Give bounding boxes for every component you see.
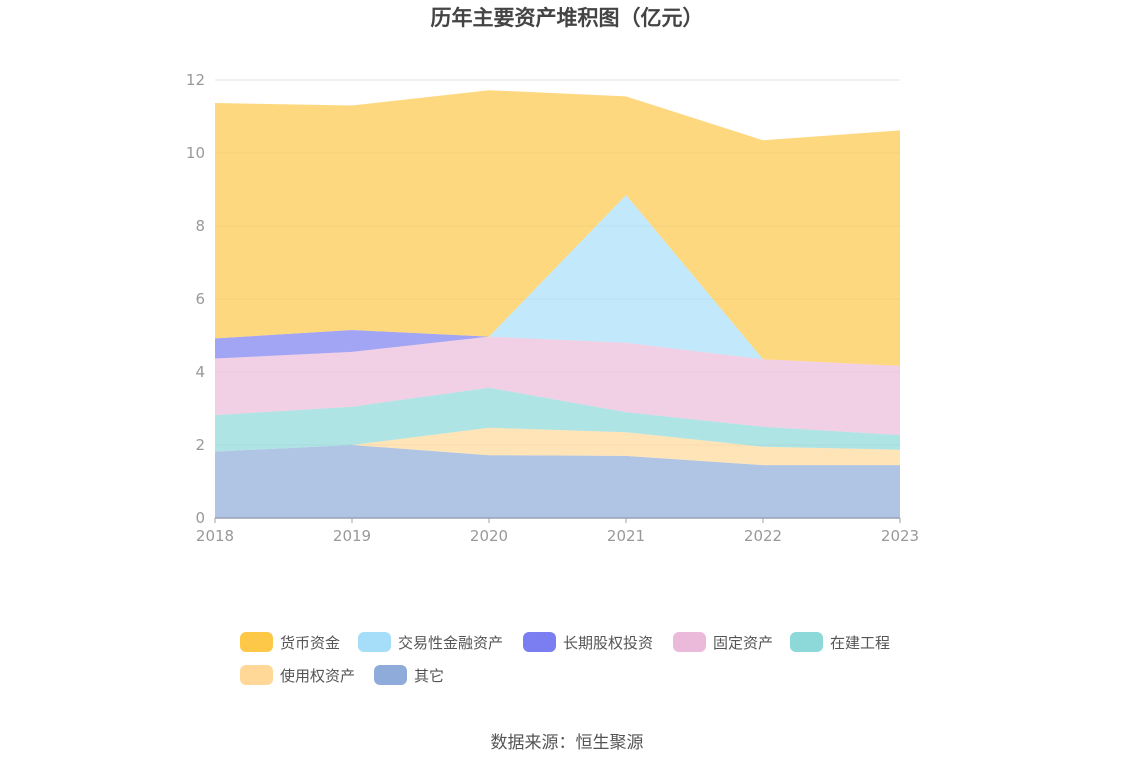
legend-swatch (673, 632, 706, 652)
area-series-4[interactable] (215, 330, 900, 366)
legend-item-6[interactable]: 其它 (374, 662, 444, 688)
x-tick-label: 2019 (333, 527, 371, 545)
y-tick-label: 0 (195, 509, 205, 527)
axes: 0 2 4 6 8 10 12 2018 2019 2020 2021 2022 2023 (186, 71, 919, 545)
legend-swatch (523, 632, 556, 652)
area-series-6[interactable] (215, 90, 900, 366)
x-tick-label: 2022 (744, 527, 782, 545)
legend-swatch (240, 632, 273, 652)
area-series-3[interactable] (215, 336, 900, 436)
legend-label: 使用权资产 (280, 666, 356, 685)
legend-label: 其它 (414, 666, 445, 685)
y-tick-label: 2 (195, 436, 205, 454)
legend-item-5[interactable]: 使用权资产 (240, 662, 355, 688)
area-series-1[interactable] (215, 427, 900, 466)
legend-item-1[interactable]: 交易性金融资产 (358, 629, 503, 655)
x-tick-label: 2018 (196, 527, 234, 545)
area-series-0[interactable] (215, 445, 900, 518)
legend-swatch (240, 665, 273, 685)
x-tick-label: 2021 (607, 527, 645, 545)
y-tick-label: 6 (195, 290, 205, 308)
area-series-5[interactable] (215, 195, 900, 366)
legend-label: 交易性金融资产 (398, 633, 504, 652)
area-series (215, 90, 900, 518)
x-tick-label: 2020 (470, 527, 508, 545)
legend-item-3[interactable]: 固定资产 (673, 629, 773, 655)
legend-label: 长期股权投资 (563, 633, 654, 652)
y-tick-label: 12 (186, 71, 205, 89)
legend-label: 货币资金 (280, 633, 341, 652)
legend-swatch (790, 632, 823, 652)
y-tick-label: 4 (195, 363, 205, 381)
y-tick-label: 8 (195, 217, 205, 235)
legend-swatch (374, 665, 407, 685)
area-series-2[interactable] (215, 387, 900, 452)
chart-title: 历年主要资产堆积图（亿元） (430, 6, 704, 30)
legend-item-4[interactable]: 在建工程 (790, 629, 890, 655)
y-tick-label: 10 (186, 144, 205, 162)
legend-item-0[interactable]: 货币资金 (240, 629, 340, 655)
legend-label: 在建工程 (830, 633, 891, 652)
legend-swatch (358, 632, 391, 652)
legend-item-2[interactable]: 长期股权投资 (523, 629, 653, 655)
legend-label: 固定资产 (713, 633, 774, 652)
data-source: 数据来源：恒生聚源 (490, 733, 644, 753)
x-tick-label: 2023 (881, 527, 919, 545)
